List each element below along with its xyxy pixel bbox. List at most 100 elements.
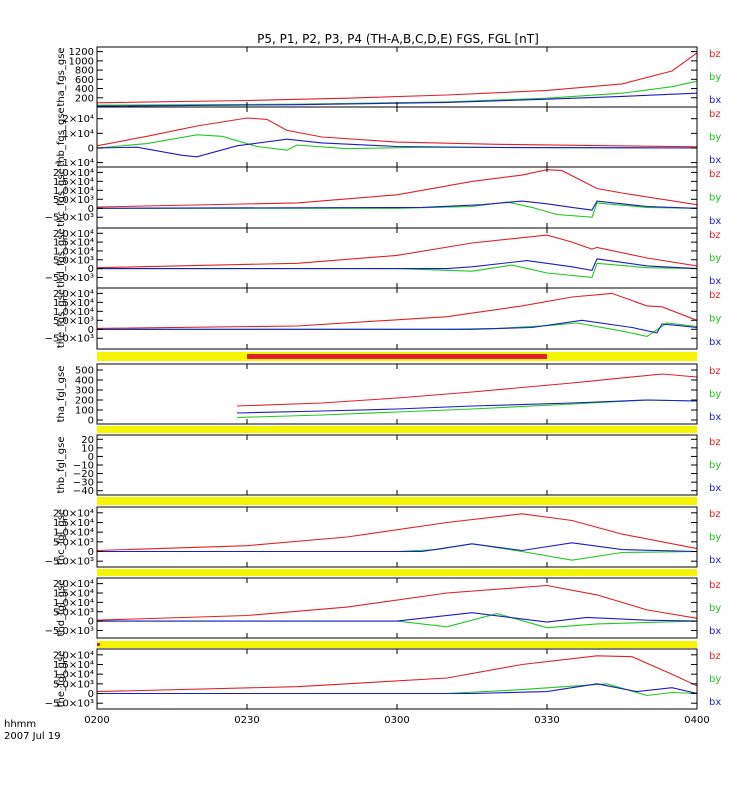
panel-5-legend-bx: bx <box>709 337 721 348</box>
panel-6-ylabel: tha_fgl_gse <box>56 366 67 423</box>
panel-3-legend-bz: bz <box>709 169 721 180</box>
panel-9-legend-bz: bz <box>709 580 721 591</box>
panel-10-ytick-label: 1.0×10⁴ <box>53 670 94 681</box>
panel-10-legend-bz: bz <box>709 651 721 662</box>
panel-1-ytick-label: 1000 <box>69 56 94 67</box>
panel-5-legend-by: by <box>709 314 721 325</box>
panel-4-ytick-label: 2.0×10⁴ <box>53 229 94 240</box>
status-bar-the <box>97 641 697 648</box>
chart-title: P5, P1, P2, P3, P4 (TH-A,B,C,D,E) FGS, F… <box>257 32 539 46</box>
panel-2-legend-bx: bx <box>709 155 721 166</box>
panel-9-bx-line <box>97 612 697 623</box>
panel-10-legend-by: by <box>709 674 721 685</box>
panel-4-ytick-label: 0 <box>88 264 94 275</box>
panel-8-bz-line <box>97 513 697 552</box>
panel-6-ytick-label: 500 <box>75 366 94 377</box>
panel-1-ytick-label: 1200 <box>69 47 94 58</box>
panel-2-ytick-label: 2×10⁴ <box>63 114 94 125</box>
panel-10-bz-line <box>97 655 697 693</box>
panel-2-legend-by: by <box>709 132 721 143</box>
panel-7-legend-by: by <box>709 460 721 471</box>
panel-4-frame <box>96 227 698 289</box>
panel-5-legend-bz: bz <box>709 290 721 301</box>
panel-7-ytick-label: −10 <box>73 461 94 472</box>
panel-1-legend-bx: bx <box>709 95 721 106</box>
panel-10-ytick-label: 5.0×10³ <box>53 679 94 690</box>
panel-3-ytick-label: −5.0×10³ <box>45 213 94 224</box>
panel-8-ytick-label: −5.0×10³ <box>45 557 94 568</box>
panel-4-bx-line <box>97 258 697 272</box>
panel-8-legend-by: by <box>709 532 721 543</box>
x-tick-label: 0400 <box>684 715 709 726</box>
panel-7-ytick-label: −30 <box>73 478 94 489</box>
panel-4-ytick-label: 1.0×10⁴ <box>53 246 94 257</box>
panel-6-by-line <box>236 399 697 419</box>
panel-2-ylabel: thb_fgs_gse <box>56 107 67 166</box>
panel-4-ylabel: thd_fgs_gse <box>56 228 67 287</box>
panel-8-ytick-label: 1.0×10⁴ <box>53 528 94 539</box>
panel-1-ytick-label: 600 <box>75 75 94 86</box>
panel-7-legend-bz: bz <box>709 437 721 448</box>
panel-9-ytick-label: 1.0×10⁴ <box>53 598 94 609</box>
panel-5-bz-line <box>97 292 697 329</box>
panel-10-legend-bx: bx <box>709 697 721 708</box>
panel-7-frame <box>96 434 698 496</box>
panel-7-ytick-label: 0 <box>88 452 94 463</box>
panel-8-ytick-label: 0 <box>88 547 94 558</box>
panel-4-by-line <box>97 262 697 278</box>
panel-6-ytick-label: 300 <box>75 386 94 397</box>
status-bar-thc <box>97 497 697 505</box>
x-footer-date: 2007 Jul 19 <box>4 731 61 742</box>
panel-7-ytick-label: −40 <box>73 486 94 497</box>
panel-6-legend-by: by <box>709 389 721 400</box>
x-tick-label: 0200 <box>84 715 109 726</box>
panel-2-ytick-label: −1×10⁴ <box>54 158 94 169</box>
panel-10-ytick-label: 0 <box>88 689 94 700</box>
panel-10-ytick-label: 1.5×10⁴ <box>53 660 94 671</box>
panel-6-ytick-label: 400 <box>75 376 94 387</box>
panel-1-ylabel: tha_fgs_gse <box>56 47 67 106</box>
panel-8-ylabel: thc_fgl_gse <box>56 509 67 565</box>
panel-3-ytick-label: 5.0×10³ <box>53 195 94 206</box>
panel-10-frame <box>96 648 698 710</box>
panel-5-ytick-label: 1.5×10⁴ <box>53 298 94 309</box>
x-tick-label: 0230 <box>234 715 259 726</box>
panel-8-legend-bx: bx <box>709 555 721 566</box>
panel-1-legend-by: by <box>709 72 721 83</box>
panel-3-ytick-label: 2.0×10⁴ <box>53 168 94 179</box>
panel-8-bx-line <box>97 542 697 553</box>
panel-10-ytick-label: 2.0×10⁴ <box>53 650 94 661</box>
panel-3-by-line <box>97 201 697 218</box>
panel-2-ytick-label: 0 <box>88 143 94 154</box>
panel-4-legend-bx: bx <box>709 276 721 287</box>
panel-5-bx-line <box>97 319 697 334</box>
panel-6-ytick-label: 100 <box>75 406 94 417</box>
panel-2-by-line <box>97 134 697 151</box>
panel-7-ytick-label: −20 <box>73 469 94 480</box>
panel-1-ytick-label: 800 <box>75 66 94 77</box>
status-bar-tha-red-segment <box>247 354 547 359</box>
panel-9-legend-bx: bx <box>709 626 721 637</box>
status-bar-thb <box>97 426 697 433</box>
panel-3-bx-line <box>97 200 697 211</box>
panel-5-ylabel: the_fgs_gse <box>56 289 67 348</box>
panel-9-legend-by: by <box>709 603 721 614</box>
x-tick-label: 0330 <box>534 715 559 726</box>
panel-7-ytick-label: 20 <box>81 435 94 446</box>
panel-5-frame <box>96 287 698 350</box>
panel-6-ytick-label: 0 <box>88 416 94 427</box>
panel-2-ytick-label: 1×10⁴ <box>63 129 94 140</box>
panel-8-frame <box>96 506 698 568</box>
panel-1-bz-line <box>97 52 697 104</box>
panel-9-ytick-label: 2.0×10⁴ <box>53 579 94 590</box>
panel-9-ytick-label: 1.5×10⁴ <box>53 589 94 600</box>
panel-9-ytick-label: 0 <box>88 617 94 628</box>
panel-7-ylabel: thb_fgl_gse <box>56 437 67 494</box>
panel-4-legend-bz: bz <box>709 230 721 241</box>
panel-8-ytick-label: 2.0×10⁴ <box>53 508 94 519</box>
panel-8-ytick-label: 1.5×10⁴ <box>53 518 94 529</box>
panel-3-ytick-label: 1.5×10⁴ <box>53 177 94 188</box>
panel-4-ytick-label: −5.0×10³ <box>45 273 94 284</box>
panel-9-ylabel: thd_fgl_gse <box>56 580 67 637</box>
